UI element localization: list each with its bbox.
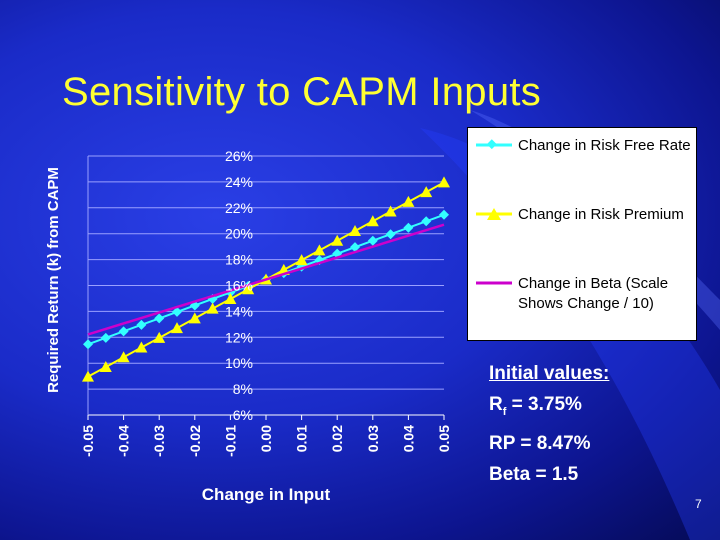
slide-title: Sensitivity to CAPM Inputs [62, 70, 542, 114]
x-tick-label: 0.04 [400, 425, 416, 452]
data-point [421, 216, 432, 227]
data-point [188, 312, 201, 324]
data-point [439, 209, 449, 220]
data-point [171, 322, 183, 334]
data-point [402, 195, 415, 207]
data-point [350, 242, 360, 253]
y-tick-label: 24% [225, 174, 253, 190]
x-tick-label: -0.01 [222, 425, 238, 457]
data-point [83, 339, 93, 350]
data-point [295, 254, 308, 266]
risk-free-value: Rf = 3.75% [489, 389, 609, 428]
y-tick-label: 18% [225, 252, 253, 268]
data-point [172, 306, 182, 317]
x-tick-label: 0.02 [329, 425, 345, 452]
data-point [206, 302, 219, 314]
y-tick-label: 14% [225, 303, 253, 319]
y-tick-label: 26% [225, 148, 253, 164]
y-tick-label: 12% [225, 329, 253, 345]
data-point [420, 186, 433, 198]
data-point [153, 331, 166, 343]
data-point [366, 215, 379, 227]
y-tick-label: 8% [233, 381, 253, 397]
triangle-marker-icon [476, 208, 512, 220]
y-axis-label: Required Return (k) from CAPM [45, 167, 62, 393]
risk-premium-value: RP = 8.47% [489, 432, 591, 454]
data-point [154, 313, 165, 324]
series-line [87, 223, 445, 336]
data-point [224, 292, 237, 304]
initial-values-heading: Initial values: [489, 363, 610, 384]
data-point [403, 222, 414, 233]
x-tick-label: -0.02 [187, 425, 203, 457]
data-point [385, 229, 396, 240]
x-axis-ticks: -0.05 -0.04 -0.03 -0.02 -0.01 0.00 0.01 0.02 0.0… [80, 415, 452, 457]
data-point [82, 370, 94, 382]
series-beta [87, 223, 445, 336]
chart-series [82, 176, 450, 382]
data-point [313, 244, 326, 256]
legend-label: Change in Risk Free Rate [518, 137, 691, 154]
data-point [384, 205, 397, 217]
y-tick-label: 16% [225, 278, 253, 294]
y-axis-ticks: 6% 8% 10% 12% 14% 16% 18% 20% 22% 24% 26% [225, 148, 253, 423]
x-tick-label: 0.03 [365, 425, 381, 452]
x-tick-label: 0.01 [294, 425, 310, 452]
page-number: 7 [695, 497, 702, 511]
y-tick-label: 22% [225, 200, 253, 216]
data-point [100, 332, 111, 343]
x-tick-label: 0.05 [436, 425, 452, 452]
beta-value: Beta = 1.5 [489, 463, 579, 485]
legend-label: Change in Beta (Scale Shows Change / 10) [518, 275, 669, 312]
x-axis-label: Change in Input [202, 485, 331, 504]
initial-values-box: Initial values: Rf = 3.75% RP = 8.47% Be… [489, 358, 609, 490]
chart-grid [87, 155, 444, 416]
data-point [349, 224, 361, 236]
chart-legend: Change in Risk Free Rate Change in Risk … [467, 127, 697, 341]
rf-value: = 3.75% [506, 394, 582, 415]
data-point [438, 176, 450, 188]
data-point [118, 326, 129, 337]
line-marker-icon [476, 281, 512, 285]
data-point [136, 319, 147, 330]
data-point [99, 360, 112, 372]
data-point [242, 283, 255, 295]
data-point [117, 351, 130, 363]
diamond-marker-icon [476, 139, 512, 150]
x-tick-label: -0.03 [151, 425, 167, 457]
x-tick-label: -0.04 [116, 425, 132, 457]
data-point [135, 341, 148, 353]
x-tick-label: 0.00 [258, 425, 274, 452]
y-tick-label: 10% [225, 355, 253, 371]
rf-symbol: R [489, 394, 503, 415]
rf-subscript: f [502, 405, 507, 418]
y-tick-label: 20% [225, 226, 253, 242]
data-point [367, 235, 378, 246]
data-point [331, 234, 344, 246]
y-tick-label: 6% [233, 407, 253, 423]
x-tick-label: -0.05 [80, 425, 96, 457]
legend-label: Change in Risk Premium [518, 206, 684, 223]
